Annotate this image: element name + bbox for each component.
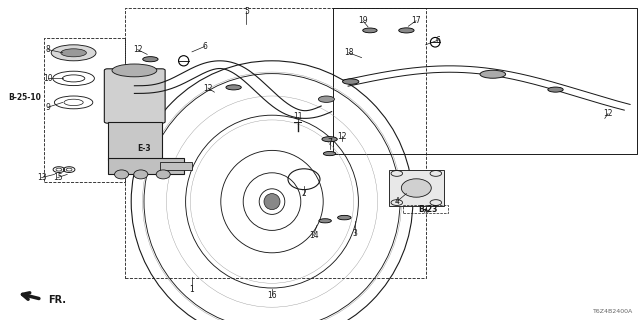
Text: 7: 7 — [327, 138, 332, 147]
Ellipse shape — [143, 57, 158, 62]
Bar — [108, 122, 162, 160]
FancyBboxPatch shape — [104, 69, 165, 123]
Ellipse shape — [548, 87, 563, 92]
Text: E-3: E-3 — [137, 144, 151, 153]
Text: 12: 12 — [338, 132, 347, 140]
Ellipse shape — [112, 64, 157, 77]
Text: 9: 9 — [45, 103, 51, 112]
Text: B-25-10: B-25-10 — [8, 93, 41, 102]
Text: 18: 18 — [344, 48, 353, 57]
Text: 11: 11 — [293, 112, 302, 121]
Ellipse shape — [342, 79, 359, 84]
Ellipse shape — [399, 28, 414, 33]
Text: 12: 12 — [133, 45, 142, 54]
Ellipse shape — [51, 45, 96, 61]
Ellipse shape — [264, 194, 280, 210]
Text: 1: 1 — [189, 285, 195, 294]
Text: 4: 4 — [394, 197, 399, 206]
Text: 6: 6 — [202, 42, 207, 51]
Ellipse shape — [115, 170, 129, 179]
Text: FR.: FR. — [48, 295, 66, 305]
Text: B-23: B-23 — [418, 205, 437, 214]
Ellipse shape — [322, 137, 337, 142]
Ellipse shape — [401, 179, 431, 197]
Text: 16: 16 — [267, 291, 277, 300]
Text: 2: 2 — [301, 189, 307, 198]
Ellipse shape — [319, 96, 334, 102]
Text: 19: 19 — [358, 16, 368, 25]
Ellipse shape — [61, 49, 86, 57]
Text: T6Z4B2400A: T6Z4B2400A — [593, 309, 634, 314]
Text: 8: 8 — [45, 45, 51, 54]
Ellipse shape — [338, 215, 351, 220]
Bar — [389, 170, 444, 206]
Bar — [160, 162, 192, 170]
Text: 13: 13 — [36, 173, 47, 182]
Bar — [403, 205, 448, 213]
Text: 10: 10 — [43, 74, 53, 83]
Ellipse shape — [363, 28, 377, 33]
Ellipse shape — [134, 170, 148, 179]
Bar — [108, 158, 184, 174]
Ellipse shape — [226, 85, 241, 90]
Ellipse shape — [319, 219, 332, 223]
Ellipse shape — [323, 152, 336, 156]
Text: 15: 15 — [52, 173, 63, 182]
Text: 5: 5 — [244, 7, 249, 16]
Text: 6: 6 — [436, 36, 441, 44]
Text: 17: 17 — [411, 16, 421, 25]
Ellipse shape — [156, 170, 170, 179]
Text: 12: 12 — [204, 84, 212, 92]
Text: 14: 14 — [308, 231, 319, 240]
Text: 3: 3 — [353, 229, 358, 238]
Ellipse shape — [480, 70, 506, 78]
Text: 12: 12 — [604, 109, 612, 118]
